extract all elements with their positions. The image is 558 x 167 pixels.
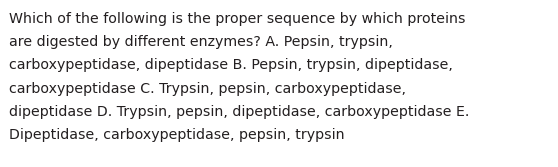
Text: carboxypeptidase C. Trypsin, pepsin, carboxypeptidase,: carboxypeptidase C. Trypsin, pepsin, car… [9, 82, 406, 96]
Text: Which of the following is the proper sequence by which proteins: Which of the following is the proper seq… [9, 12, 465, 26]
Text: carboxypeptidase, dipeptidase B. Pepsin, trypsin, dipeptidase,: carboxypeptidase, dipeptidase B. Pepsin,… [9, 58, 453, 72]
Text: are digested by different enzymes? A. Pepsin, trypsin,: are digested by different enzymes? A. Pe… [9, 35, 393, 49]
Text: dipeptidase D. Trypsin, pepsin, dipeptidase, carboxypeptidase E.: dipeptidase D. Trypsin, pepsin, dipeptid… [9, 105, 469, 119]
Text: Dipeptidase, carboxypeptidase, pepsin, trypsin: Dipeptidase, carboxypeptidase, pepsin, t… [9, 128, 345, 142]
